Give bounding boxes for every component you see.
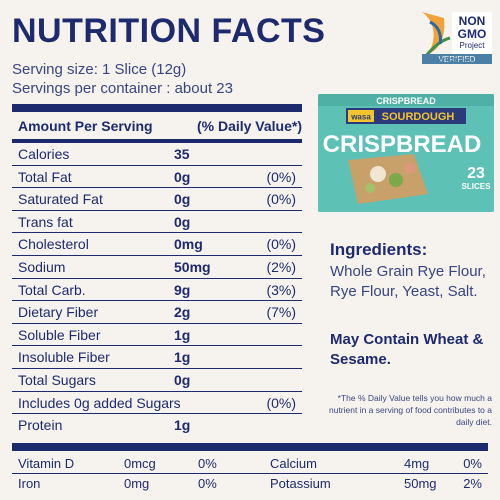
package-top-label: CRISPBREAD xyxy=(376,96,436,106)
nutrient-dv: (2%) xyxy=(266,258,296,275)
vitamin-dv: 0% xyxy=(198,456,217,471)
product-package-image: CRISPBREAD wasa SOURDOUGH CRISPBREAD 23 … xyxy=(318,94,494,212)
page-title: NUTRITION FACTS xyxy=(12,12,326,50)
vitamin-amount: 0mg xyxy=(124,476,150,491)
package-count: 23 xyxy=(467,165,485,182)
vitamin-name: Iron xyxy=(18,476,41,491)
nutrient-name: Sodium xyxy=(18,258,66,275)
table-top-rule xyxy=(12,104,302,112)
serving-size: Serving size: 1 Slice (12g) xyxy=(12,61,187,78)
ingredients-heading: Ingredients: xyxy=(330,240,428,259)
nutrient-name: Trans fat xyxy=(18,213,73,230)
non-gmo-badge: NON GMO Project VERIFIED xyxy=(422,12,492,64)
nutrient-name: Total Carb. xyxy=(18,281,86,298)
badge-url: nongmoproject.org xyxy=(427,57,487,64)
vitamin-name: Calcium xyxy=(270,456,317,471)
nutrient-row: Trans fat 0g xyxy=(12,211,302,234)
badge-non: NON xyxy=(459,14,486,28)
nutrient-name: Includes 0g added Sugars xyxy=(18,394,181,411)
nutrient-row: Soluble Fiber 1g xyxy=(12,324,302,347)
nutrient-amount: 1g xyxy=(174,326,191,343)
badge-verified: VERIFIED xyxy=(439,55,476,64)
nutrient-dv: (0%) xyxy=(266,394,296,411)
amount-per-serving-label: Amount Per Serving xyxy=(18,118,153,134)
vitamin-row: Iron 0mg 0% Potassium 50mg 2% xyxy=(12,474,488,494)
nutrient-name: Insoluble Fiber xyxy=(18,349,110,366)
vitamin-name: Potassium xyxy=(270,476,331,491)
nutrient-amount: 9g xyxy=(174,281,191,298)
nutrient-name: Dietary Fiber xyxy=(18,304,99,321)
badge-project: Project xyxy=(460,41,486,50)
nutrient-dv: (0%) xyxy=(266,191,296,208)
nutrient-amount: 50mg xyxy=(174,258,211,275)
daily-value-label: (% Daily Value*) xyxy=(196,118,302,134)
nutrient-amount: 0mg xyxy=(174,236,203,253)
nutrient-row: Cholesterol 0mg (0%) xyxy=(12,233,302,256)
vitamin-table: Vitamin D 0mcg 0% Calcium 4mg 0% Iron 0m… xyxy=(12,454,488,494)
ingredients-text: Whole Grain Rye Flour, Rye Flour, Yeast,… xyxy=(330,263,486,300)
table-bottom-rule xyxy=(12,443,488,451)
nutrient-row: Total Fat 0g (0%) xyxy=(12,166,302,189)
nutrient-amount: 0g xyxy=(174,213,191,230)
nutrient-amount: 0g xyxy=(174,191,191,208)
nutrient-dv: (3%) xyxy=(266,281,296,298)
nutrient-amount: 0g xyxy=(174,168,191,185)
nutrient-name: Total Sugars xyxy=(18,371,96,388)
package-big-label: CRISPBREAD xyxy=(323,131,482,158)
nutrient-amount: 0g xyxy=(174,371,191,388)
allergen-warning: May Contain Wheat & Sesame. xyxy=(330,331,484,368)
nutrient-table: Calories 35 Total Fat 0g (0%) Saturated Fat… xyxy=(12,143,302,437)
nutrient-dv: (7%) xyxy=(266,304,296,321)
package-flavor: SOURDOUGH xyxy=(382,111,455,123)
badge-gmo: GMO xyxy=(458,27,487,41)
nutrient-name: Saturated Fat xyxy=(18,191,103,208)
vitamin-amount: 4mg xyxy=(404,456,430,471)
nutrient-name: Total Fat xyxy=(18,168,72,185)
nutrient-row: Dietary Fiber 2g (7%) xyxy=(12,301,302,324)
nutrient-row: Calories 35 xyxy=(12,143,302,166)
vitamin-dv: 0% xyxy=(463,456,482,471)
vitamin-dv: 2% xyxy=(463,476,482,491)
nutrient-amount: 35 xyxy=(174,146,190,162)
package-brand: wasa xyxy=(350,113,371,122)
nutrient-name: Calories xyxy=(18,146,70,162)
nutrient-dv: (0%) xyxy=(266,168,296,185)
serving-info: Serving size: 1 Slice (12g) Servings per… xyxy=(12,60,233,98)
table-header: Amount Per Serving (% Daily Value*) xyxy=(18,118,302,134)
table-header-rule xyxy=(12,139,302,143)
nutrient-dv: (0%) xyxy=(266,236,296,253)
nutrient-row: Protein 1g xyxy=(12,414,302,437)
servings-per-container: Servings per container : about 23 xyxy=(12,80,233,97)
nutrient-row: Sodium 50mg (2%) xyxy=(12,256,302,279)
nutrient-name: Soluble Fiber xyxy=(18,326,101,343)
vitamin-row: Vitamin D 0mcg 0% Calcium 4mg 0% xyxy=(12,454,488,474)
nutrient-row: Includes 0g added Sugars (0%) xyxy=(12,392,302,415)
nutrient-amount: 1g xyxy=(174,417,191,434)
vitamin-name: Vitamin D xyxy=(18,456,75,471)
vitamin-dv: 0% xyxy=(198,476,217,491)
nutrient-amount: 1g xyxy=(174,349,191,366)
nutrient-row: Insoluble Fiber 1g xyxy=(12,346,302,369)
nutrient-row: Total Sugars 0g xyxy=(12,369,302,392)
nutrient-amount: 2g xyxy=(174,304,191,321)
vitamin-amount: 0mcg xyxy=(124,456,156,471)
package-count-label: SLICES xyxy=(462,182,492,191)
nutrient-name: Protein xyxy=(18,417,63,434)
nutrient-row: Total Carb. 9g (3%) xyxy=(12,279,302,302)
nutrient-row: Saturated Fat 0g (0%) xyxy=(12,188,302,211)
daily-value-footnote: *The % Daily Value tells you how much a … xyxy=(328,393,492,427)
vitamin-amount: 50mg xyxy=(404,476,437,491)
nutrient-name: Cholesterol xyxy=(18,236,89,253)
